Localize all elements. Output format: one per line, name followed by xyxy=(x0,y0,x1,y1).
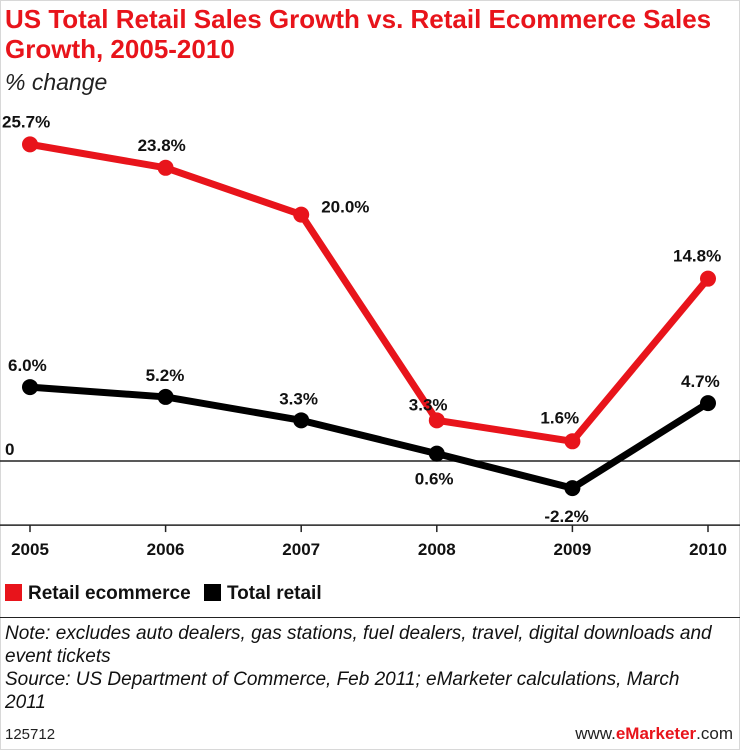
chart-notes: Note: excludes auto dealers, gas station… xyxy=(5,622,725,714)
data-label-ecommerce: 20.0% xyxy=(321,198,369,217)
data-label-ecommerce: 23.8% xyxy=(138,136,186,155)
data-point-total-retail xyxy=(293,412,310,429)
data-point-ecommerce xyxy=(564,433,581,450)
data-label-total-retail: -2.2% xyxy=(544,507,588,526)
data-label-total-retail: 4.7% xyxy=(681,372,720,391)
zero-label: 0 xyxy=(5,440,14,459)
data-label-total-retail: 6.0% xyxy=(8,356,47,375)
data-point-ecommerce xyxy=(157,159,174,176)
brand-suffix: .com xyxy=(696,724,733,743)
data-point-total-retail xyxy=(157,388,174,405)
legend-swatch-ecommerce xyxy=(5,584,22,601)
data-label-ecommerce: 25.7% xyxy=(2,112,50,131)
data-point-ecommerce xyxy=(22,136,38,153)
data-point-ecommerce xyxy=(293,206,310,223)
data-label-total-retail: 5.2% xyxy=(146,366,185,385)
legend-item-total-retail: Total retail xyxy=(203,583,322,605)
data-labels: 25.7% 23.8% 20.0% 3.3% 1.6% 14.8% 6.0% 5.2% 3.3%… xyxy=(2,112,721,526)
notes-divider xyxy=(0,617,740,618)
data-label-ecommerce: 14.8% xyxy=(673,247,721,266)
data-label-total-retail: 0.6% xyxy=(415,470,454,489)
brand-link[interactable]: www.eMarketer.com xyxy=(575,724,733,744)
data-point-ecommerce xyxy=(700,270,716,287)
brand-prefix: www. xyxy=(575,724,616,743)
x-tick-label: 2010 xyxy=(689,540,727,559)
x-tick-labels: 2005 2006 2007 2008 2009 2010 xyxy=(11,540,727,559)
x-tick-label: 2008 xyxy=(418,540,456,559)
data-point-total-retail xyxy=(428,445,445,462)
data-label-ecommerce: 1.6% xyxy=(540,408,579,427)
legend-label-ecommerce: Retail ecommerce xyxy=(28,583,191,604)
source-text: Source: US Department of Commerce, Feb 2… xyxy=(5,669,680,713)
data-point-total-retail xyxy=(564,480,581,497)
data-label-ecommerce: 3.3% xyxy=(409,395,448,414)
series-line-total-retail xyxy=(26,383,712,492)
x-tick-label: 2005 xyxy=(11,540,49,559)
data-label-total-retail: 3.3% xyxy=(279,389,318,408)
line-chart: 0 25.7% 23.8% 20.0% 3.3% 1.6% 14.8% 6.0% 5.2% 3.… xyxy=(0,112,740,559)
data-point-total-retail xyxy=(700,395,716,412)
legend-item-ecommerce: Retail ecommerce xyxy=(5,583,191,605)
x-tick-label: 2009 xyxy=(553,540,591,559)
brand-name: eMarketer xyxy=(615,724,697,743)
chart-title: US Total Retail Sales Growth vs. Retail … xyxy=(5,4,712,64)
x-tick-label: 2007 xyxy=(282,540,320,559)
note-text: Note: excludes auto dealers, gas station… xyxy=(5,623,712,667)
series-points xyxy=(22,136,716,497)
legend: Retail ecommerce Total retail xyxy=(5,583,330,607)
chart-id: 125712 xyxy=(5,726,56,743)
chart-subtitle: % change xyxy=(5,69,108,95)
series-line-ecommerce xyxy=(26,140,712,445)
legend-label-total-retail: Total retail xyxy=(226,583,322,604)
data-point-total-retail xyxy=(22,379,38,396)
x-tick-label: 2006 xyxy=(147,540,185,559)
series-lines xyxy=(26,140,712,492)
data-point-ecommerce xyxy=(428,412,445,429)
legend-swatch-total-retail xyxy=(203,584,221,601)
